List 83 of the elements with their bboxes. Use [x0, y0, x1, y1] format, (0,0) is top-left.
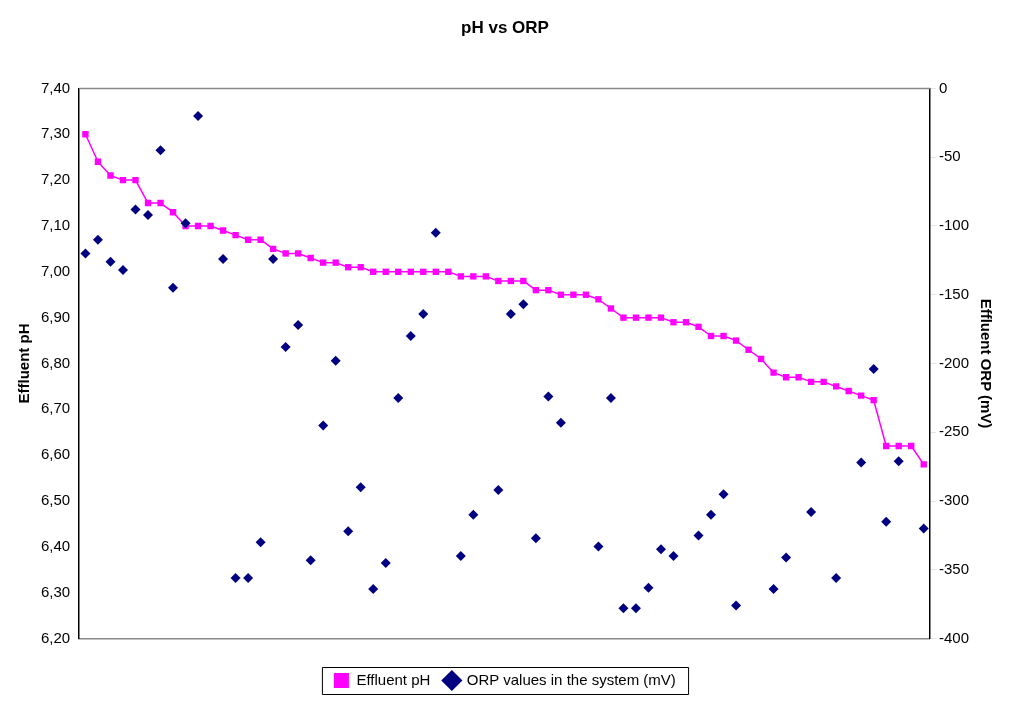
y-tick-label: 6,30 [40, 582, 71, 600]
point [518, 299, 529, 310]
point [305, 555, 316, 566]
point [706, 509, 717, 520]
point [731, 600, 742, 611]
point [130, 204, 141, 215]
point [418, 308, 429, 319]
point [918, 523, 929, 534]
y-tick-label: 6,90 [40, 307, 71, 325]
y2-tick-label: -350 [938, 559, 970, 577]
point [143, 209, 154, 220]
point [868, 364, 879, 374]
point [243, 573, 254, 584]
point [893, 456, 904, 467]
point [655, 544, 666, 555]
point [293, 319, 304, 330]
point [618, 603, 629, 614]
y2-tick-label: -300 [938, 491, 970, 509]
point [180, 218, 191, 229]
point [455, 551, 466, 562]
point [856, 457, 867, 468]
point [543, 391, 554, 402]
point [668, 551, 679, 562]
point [218, 253, 229, 264]
point [593, 541, 604, 552]
point [268, 253, 279, 264]
point [693, 530, 704, 541]
y-tick-label: 6,80 [40, 353, 71, 371]
y2-tick-label: -400 [938, 628, 970, 646]
point [193, 110, 204, 121]
point [530, 533, 541, 544]
point [718, 489, 729, 500]
point [155, 145, 166, 156]
legend-label: Effluent pH [356, 670, 431, 688]
y-axis-title: Effluent pH [15, 323, 33, 404]
chart-title: pH vs ORP [461, 17, 549, 37]
y-tick-label: 6,60 [40, 445, 71, 463]
y-tick-label: 7,10 [40, 216, 71, 234]
y-tick-label: 7,00 [40, 261, 71, 279]
point [781, 552, 792, 563]
point [105, 256, 116, 267]
point [806, 507, 817, 518]
y-tick-label: 7,40 [40, 78, 71, 96]
y-tick-label: 7,30 [40, 124, 71, 142]
y2-tick-label: -150 [938, 284, 970, 302]
y-tick-label: 6,50 [40, 491, 71, 509]
point [230, 573, 241, 584]
y-tick-label: 6,70 [40, 399, 71, 417]
point [117, 264, 128, 275]
point [405, 330, 416, 341]
point [330, 355, 341, 366]
point [92, 234, 103, 245]
y-tick-label: 7,20 [40, 170, 71, 188]
point [343, 526, 354, 537]
y2-tick-label: 0 [938, 78, 948, 96]
y2-tick-label: -50 [938, 147, 961, 165]
point [881, 516, 892, 527]
point [768, 584, 779, 595]
point [505, 308, 516, 319]
point [255, 537, 266, 548]
point [168, 282, 179, 293]
y2-tick-label: -100 [938, 216, 970, 234]
point [831, 573, 842, 584]
point [430, 227, 441, 238]
point [393, 392, 404, 403]
point [280, 341, 291, 352]
legend-label: ORP values in the system (mV) [466, 670, 676, 688]
point [355, 482, 366, 493]
y2-tick-label: -200 [938, 353, 970, 371]
y-tick-label: 6,20 [40, 628, 71, 646]
point [368, 584, 379, 595]
point [318, 420, 329, 431]
point [605, 392, 616, 403]
point [468, 509, 479, 520]
point [380, 557, 391, 568]
point [80, 248, 91, 259]
point [493, 485, 504, 496]
y-tick-label: 6,40 [40, 537, 71, 555]
point [630, 603, 641, 614]
y2-tick-label: -250 [938, 422, 970, 440]
point [555, 417, 566, 428]
y2-axis-title: Effluent ORP (mV) [977, 298, 995, 429]
point [643, 582, 654, 593]
